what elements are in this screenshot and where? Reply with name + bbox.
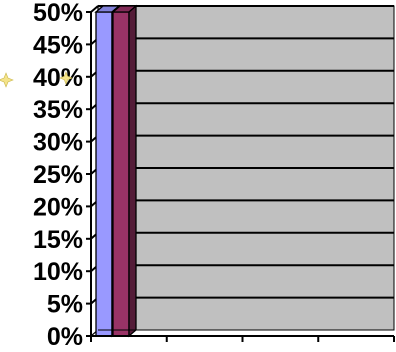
y-tick-label: 45% bbox=[33, 31, 83, 59]
y-tick-label: 5% bbox=[47, 291, 83, 319]
y-tick-label: 20% bbox=[33, 193, 83, 221]
sparkle-icon bbox=[0, 72, 14, 88]
bar-2 bbox=[111, 4, 138, 338]
y-tick-label: 25% bbox=[33, 161, 83, 189]
axes bbox=[86, 11, 395, 342]
bar-front bbox=[112, 11, 130, 337]
y-tick-label: 10% bbox=[33, 258, 83, 286]
bars bbox=[94, 4, 138, 338]
gridline-depth bbox=[90, 5, 99, 13]
bar-front bbox=[95, 11, 113, 337]
bar-side bbox=[128, 4, 137, 338]
gridlines bbox=[90, 5, 394, 305]
y-tick-label: 35% bbox=[33, 96, 83, 124]
y-tick-labels: 0% 5% 10% 15% 20% 25% 30% 35% 40% 45% 50% bbox=[33, 0, 83, 351]
y-tick-label: 0% bbox=[47, 323, 83, 351]
y-tick-label: 15% bbox=[33, 226, 83, 254]
sparkle-icon bbox=[59, 71, 73, 85]
y-tick-label: 50% bbox=[33, 0, 83, 27]
y-tick-label: 40% bbox=[33, 64, 83, 92]
y-tick-label: 30% bbox=[33, 129, 83, 157]
decoration bbox=[0, 71, 73, 88]
